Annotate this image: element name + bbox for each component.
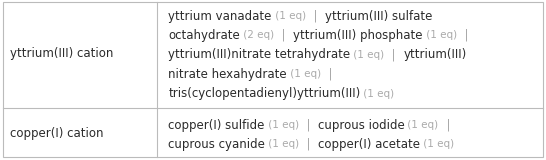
Text: (1 eq): (1 eq) xyxy=(360,88,395,99)
Text: nitrate hexahydrate: nitrate hexahydrate xyxy=(168,68,287,81)
Text: |: | xyxy=(306,10,325,23)
Text: (1 eq): (1 eq) xyxy=(287,69,321,79)
Text: octahydrate: octahydrate xyxy=(168,29,240,42)
Text: copper(I) acetate: copper(I) acetate xyxy=(318,138,420,151)
Text: (1 eq): (1 eq) xyxy=(265,139,299,149)
Text: |: | xyxy=(456,29,468,42)
Text: (1 eq): (1 eq) xyxy=(423,30,456,40)
Text: (1 eq): (1 eq) xyxy=(420,139,454,149)
Text: |: | xyxy=(274,29,293,42)
Text: (1 eq): (1 eq) xyxy=(405,120,438,130)
Text: tris(cyclopentadienyl)yttrium(III): tris(cyclopentadienyl)yttrium(III) xyxy=(168,87,360,100)
Text: (1 eq): (1 eq) xyxy=(265,120,299,130)
Text: yttrium(III) sulfate: yttrium(III) sulfate xyxy=(325,10,432,23)
Text: |: | xyxy=(299,119,318,132)
Text: (2 eq): (2 eq) xyxy=(240,30,274,40)
Text: copper(I) sulfide: copper(I) sulfide xyxy=(168,119,265,132)
Text: yttrium(III) cation: yttrium(III) cation xyxy=(10,48,113,60)
Text: |: | xyxy=(384,48,403,61)
Text: cuprous iodide: cuprous iodide xyxy=(318,119,405,132)
Text: cuprous cyanide: cuprous cyanide xyxy=(168,138,265,151)
Text: (1 eq): (1 eq) xyxy=(271,11,306,21)
Text: yttrium(III)nitrate tetrahydrate: yttrium(III)nitrate tetrahydrate xyxy=(168,48,351,61)
Text: |: | xyxy=(299,138,318,151)
Text: yttrium(III): yttrium(III) xyxy=(403,48,467,61)
Text: (1 eq): (1 eq) xyxy=(351,50,384,60)
Text: |: | xyxy=(321,68,333,81)
Text: |: | xyxy=(438,119,450,132)
Text: yttrium(III) phosphate: yttrium(III) phosphate xyxy=(293,29,423,42)
Text: copper(I) cation: copper(I) cation xyxy=(10,128,103,140)
Text: yttrium vanadate: yttrium vanadate xyxy=(168,10,271,23)
